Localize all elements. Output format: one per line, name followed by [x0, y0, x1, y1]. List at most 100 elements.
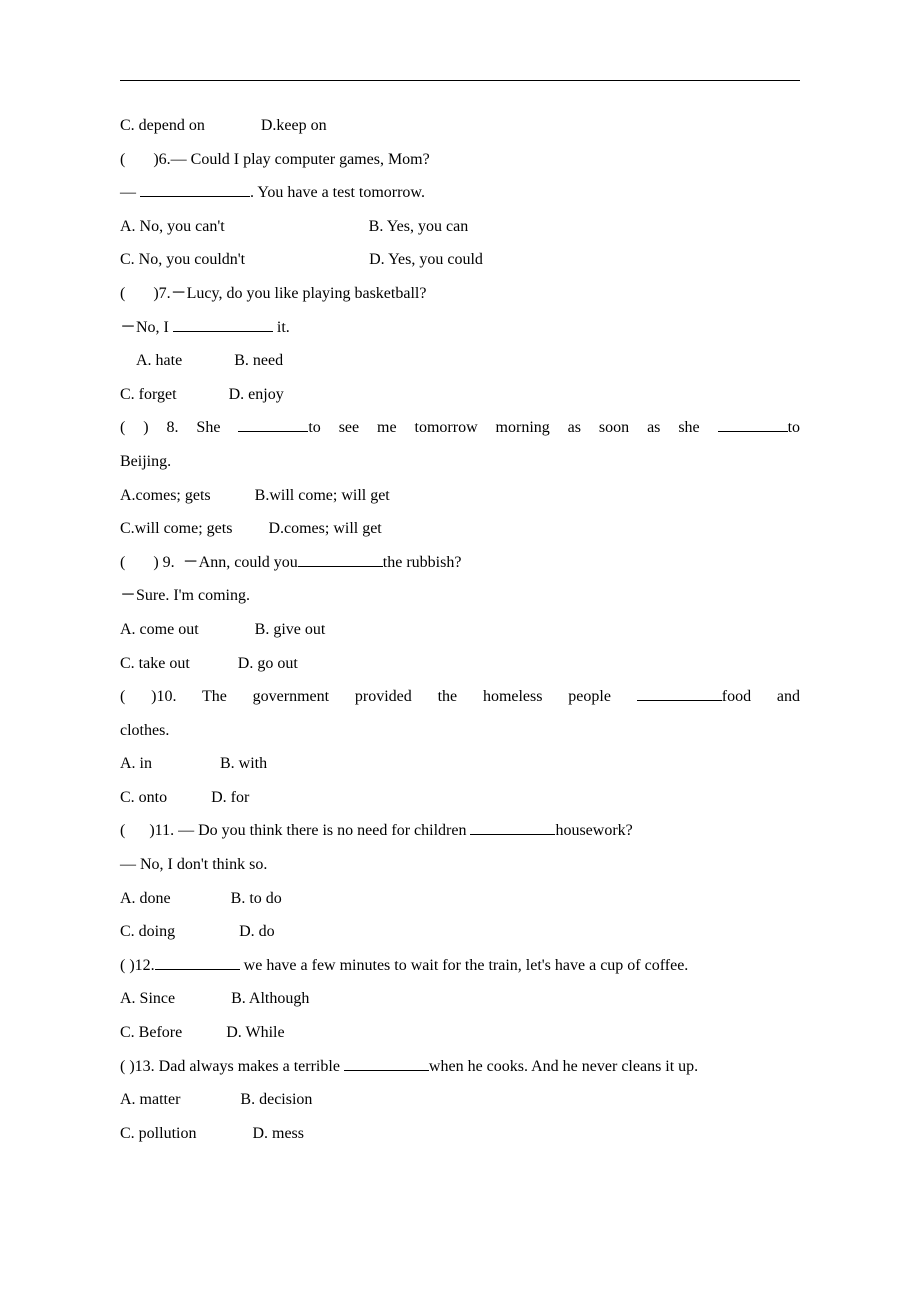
- q13-opt-d: D. mess: [252, 1125, 304, 1142]
- q10-opt-a: A. in: [120, 755, 152, 772]
- q10-opt-d: D. for: [211, 789, 249, 806]
- q7-number: ( )7.: [120, 285, 171, 302]
- q8-opt-c: C.will come; gets: [120, 520, 232, 537]
- q11-blank: [470, 834, 555, 835]
- q7-opt-b: B. need: [234, 352, 283, 369]
- q13-options-cd: C. pollution D. mess: [120, 1117, 800, 1151]
- q6-line1: ( )6.— Could I play computer games, Mom?: [120, 143, 800, 177]
- q6-blank: [140, 196, 250, 197]
- q12-question: ( )12. we have a few minutes to wait for…: [120, 949, 800, 983]
- q7-blank: [173, 331, 273, 332]
- q9-options-cd: C. take out D. go out: [120, 647, 800, 681]
- q9-opt-b: B. give out: [255, 621, 326, 638]
- q6-opt-d: D. Yes, you could: [369, 251, 483, 268]
- q8-blank1: [238, 431, 308, 432]
- q10-number: ( )10.: [120, 688, 176, 705]
- q9-number: ( ) 9.: [120, 554, 179, 571]
- q13-blank: [344, 1070, 429, 1071]
- q9-opt-c: C. take out: [120, 655, 190, 672]
- q8-options-cd: C.will come; gets D.comes; will get: [120, 512, 800, 546]
- q8-blank2: [718, 431, 788, 432]
- q10-opt-c: C. onto: [120, 789, 167, 806]
- q13-opt-c: C. pollution: [120, 1125, 196, 1142]
- q9-opt-a: A. come out: [120, 621, 199, 638]
- q11-number: ( )11.: [120, 822, 174, 839]
- q13-opt-a: A. matter: [120, 1091, 180, 1108]
- q6-options-ab: A. No, you can't B. Yes, you can: [120, 210, 800, 244]
- q12-opt-a: A. Since: [120, 990, 175, 1007]
- q12-part1: we have a few minutes to wait for the tr…: [240, 957, 689, 974]
- q9-line2: －Sure. I'm coming.: [120, 579, 800, 613]
- q11-opt-a: A. done: [120, 890, 171, 907]
- q9-blank: [298, 566, 383, 567]
- q8-part1: She: [179, 419, 239, 436]
- q8-options-ab: A.comes; gets B.will come; will get: [120, 479, 800, 513]
- q13-prompt-suffix: when he cooks. And he never cleans it up…: [429, 1058, 698, 1075]
- q11-options-ab: A. done B. to do: [120, 882, 800, 916]
- q12-options-ab: A. Since B. Although: [120, 982, 800, 1016]
- q10-opt-b: B. with: [220, 755, 267, 772]
- q12-blank: [155, 969, 240, 970]
- q11-opt-d: D. do: [239, 923, 275, 940]
- q8-opt-b: B.will come; will get: [255, 487, 390, 504]
- q10-blank: [637, 700, 722, 701]
- q10-question-cont: clothes.: [120, 714, 800, 748]
- q8-question-cont: Beijing.: [120, 445, 800, 479]
- q8-opt-a: A.comes; gets: [120, 487, 211, 504]
- header-rule-line: [120, 80, 800, 81]
- q11-prompt2: — No, I don't think so.: [120, 856, 267, 873]
- q6-opt-c: C. No, you couldn't: [120, 251, 245, 268]
- q6-opt-a: A. No, you can't: [120, 218, 225, 235]
- q6-prompt2-suffix: . You have a test tomorrow.: [250, 184, 425, 201]
- q7-opt-c: C. forget: [120, 386, 177, 403]
- q12-opt-b: B. Although: [231, 990, 309, 1007]
- q6-prompt1: — Could I play computer games, Mom?: [171, 151, 430, 168]
- q8-opt-d: D.comes; will get: [268, 520, 381, 537]
- q5-opt-c: C. depend on: [120, 117, 205, 134]
- q7-line1: ( )7.－Lucy, do you like playing basketba…: [120, 277, 800, 311]
- q11-line1: ( )11. — Do you think there is no need f…: [120, 814, 800, 848]
- q9-prompt1-prefix: －Ann, could you: [179, 554, 298, 571]
- q9-options-ab: A. come out B. give out: [120, 613, 800, 647]
- q10-options-cd: C. onto D. for: [120, 781, 800, 815]
- q11-line2: — No, I don't think so.: [120, 848, 800, 882]
- q8-question: ( ) 8. She to see me tomorrow morning as…: [120, 411, 800, 445]
- document-body: C. depend on D.keep on ( )6.— Could I pl…: [120, 109, 800, 1150]
- q12-opt-d: D. While: [226, 1024, 284, 1041]
- q11-options-cd: C. doing D. do: [120, 915, 800, 949]
- q6-opt-b: B. Yes, you can: [369, 218, 469, 235]
- q10-part1: The government provided the homeless peo…: [176, 688, 636, 705]
- q7-opt-a: A. hate: [136, 352, 182, 369]
- q7-options-cd: C. forget D. enjoy: [120, 378, 800, 412]
- q5-opt-d: D.keep on: [261, 117, 327, 134]
- q10-question: ( )10. The government provided the homel…: [120, 680, 800, 714]
- q7-options-ab: A. hate B. need: [120, 344, 800, 378]
- q6-prompt2-prefix: —: [120, 184, 140, 201]
- q12-options-cd: C. Before D. While: [120, 1016, 800, 1050]
- q9-prompt1-suffix: the rubbish?: [383, 554, 462, 571]
- q13-prompt-prefix: Dad always makes a terrible: [155, 1058, 344, 1075]
- q11-opt-c: C. doing: [120, 923, 175, 940]
- q6-number: ( )6.: [120, 151, 171, 168]
- q7-opt-d: D. enjoy: [229, 386, 284, 403]
- q11-prompt1-prefix: — Do you think there is no need for chil…: [174, 822, 470, 839]
- q8-number: ( ) 8.: [120, 419, 179, 436]
- q9-line1: ( ) 9. －Ann, could you the rubbish?: [120, 546, 800, 580]
- q13-opt-b: B. decision: [240, 1091, 312, 1108]
- q13-options-ab: A. matter B. decision: [120, 1083, 800, 1117]
- q6-options-cd: C. No, you couldn't D. Yes, you could: [120, 243, 800, 277]
- q13-number: ( )13.: [120, 1058, 155, 1075]
- q11-prompt1-suffix: housework?: [555, 822, 632, 839]
- q7-prompt2-prefix: －No, I: [120, 319, 173, 336]
- q5-options-cd: C. depend on D.keep on: [120, 109, 800, 143]
- q12-opt-c: C. Before: [120, 1024, 182, 1041]
- q6-line2: — . You have a test tomorrow.: [120, 176, 800, 210]
- q7-prompt1: －Lucy, do you like playing basketball?: [171, 285, 427, 302]
- q10-options-ab: A. in B. with: [120, 747, 800, 781]
- q13-question: ( )13. Dad always makes a terrible when …: [120, 1050, 800, 1084]
- q9-prompt2: －Sure. I'm coming.: [120, 587, 250, 604]
- q9-opt-d: D. go out: [238, 655, 298, 672]
- q11-opt-b: B. to do: [231, 890, 282, 907]
- q7-line2: －No, I it.: [120, 311, 800, 345]
- q8-part2: to see me tomorrow morning as soon as sh…: [308, 419, 717, 436]
